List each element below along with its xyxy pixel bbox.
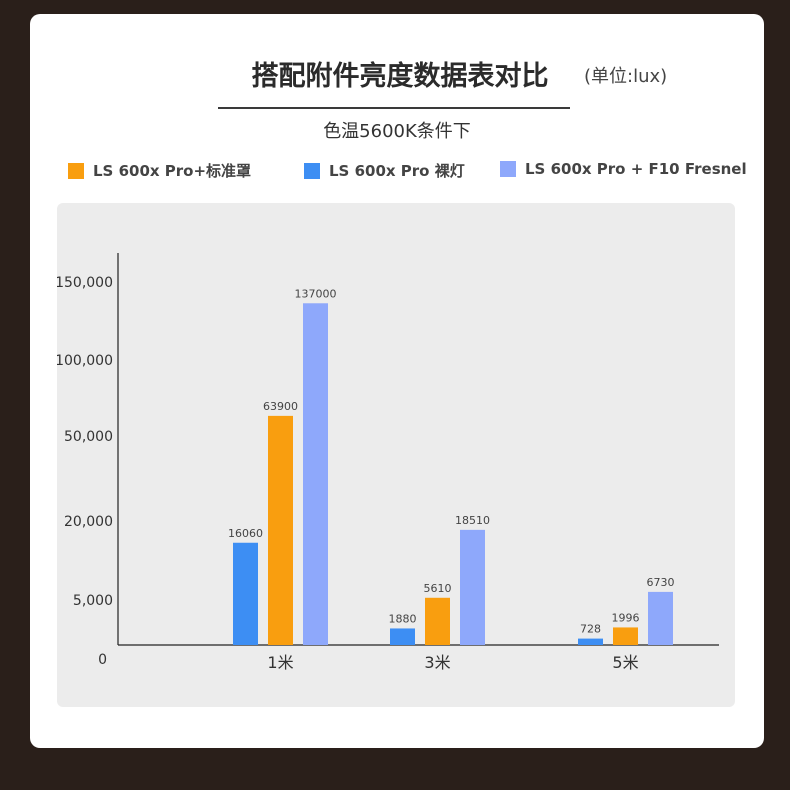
- x-tick-label: 3米: [424, 653, 450, 672]
- bar: [390, 628, 415, 645]
- legend-label: LS 600x Pro + F10 Fresnel: [525, 160, 747, 178]
- chart-title: 搭配附件亮度数据表对比: [251, 61, 549, 92]
- bar-value-label: 63900: [263, 400, 298, 413]
- plot-panel: 0 5,000 20,000 50,000 100,000 150,000 16060 639…: [55, 203, 735, 707]
- y-tick-label: 50,000: [64, 429, 113, 445]
- legend-swatch: [500, 161, 516, 177]
- bar-value-label: 137000: [295, 287, 337, 300]
- bar-chart: 0 5,000 20,000 50,000 100,000 150,000 16060 639…: [55, 253, 719, 672]
- legend-swatch: [68, 162, 84, 179]
- bar: [648, 591, 673, 645]
- legend-item-bare-light: LS 600x Pro 裸灯: [304, 160, 465, 181]
- legend-item-f10-fresnel: LS 600x Pro + F10 Fresnel: [500, 160, 747, 178]
- bar: [425, 597, 450, 645]
- bar-value-label: 5610: [424, 582, 452, 595]
- y-tick-label: 5,000: [73, 593, 113, 609]
- bar: [460, 529, 485, 645]
- bar-value-label: 1996: [612, 611, 640, 624]
- title-row: 搭配附件亮度数据表对比 (单位:lux): [30, 54, 764, 94]
- unit-label: (单位:lux): [584, 66, 668, 87]
- y-tick-label: 0: [98, 652, 107, 668]
- title-underline: [218, 107, 570, 109]
- bar: [613, 627, 638, 645]
- legend-label: LS 600x Pro 裸灯: [329, 162, 465, 180]
- bar-value-label: 6730: [647, 576, 675, 589]
- bar-value-label: 1880: [389, 612, 417, 625]
- chart-card: 搭配附件亮度数据表对比 (单位:lux) 色温5600K条件下 LS 600x …: [30, 14, 764, 748]
- legend: LS 600x Pro+标准罩 LS 600x Pro 裸灯 LS 600x P…: [68, 160, 758, 184]
- bar-value-label: 16060: [228, 527, 263, 540]
- y-tick-label: 100,000: [57, 353, 113, 369]
- bar: [233, 542, 258, 645]
- legend-item-standard-reflector: LS 600x Pro+标准罩: [68, 160, 251, 181]
- bar: [268, 415, 293, 645]
- bar: [578, 638, 603, 645]
- y-tick-label: 20,000: [64, 514, 113, 530]
- legend-label: LS 600x Pro+标准罩: [93, 162, 252, 180]
- bar-value-label: 18510: [455, 514, 490, 527]
- x-tick-label: 1米: [267, 653, 293, 672]
- bar-value-label: 728: [580, 623, 601, 636]
- chart-subtitle: 色温5600K条件下: [323, 121, 471, 142]
- legend-swatch: [304, 162, 320, 179]
- bar: [303, 303, 328, 645]
- x-tick-label: 5米: [612, 653, 638, 672]
- y-tick-label: 150,000: [57, 275, 113, 291]
